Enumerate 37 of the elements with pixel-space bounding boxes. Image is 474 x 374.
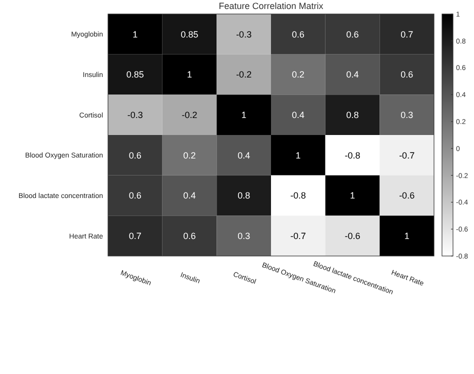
data-label: 0.2	[292, 70, 304, 80]
data-label: -0.6	[399, 190, 415, 201]
data-label: 1	[350, 190, 356, 201]
data-label: -0.3	[127, 110, 143, 120]
data-label: 0.6	[183, 230, 196, 241]
data-label: 0.8	[346, 110, 359, 120]
data-label: -0.7	[399, 150, 415, 160]
chart-title: Feature Correlation Matrix	[218, 1, 324, 11]
data-label: 1	[132, 29, 138, 40]
data-label: 0.7	[400, 29, 414, 40]
data-label: 0.6	[128, 190, 142, 201]
data-label: 1	[241, 110, 246, 120]
data-label: -0.8	[344, 150, 360, 160]
data-label: 0.6	[128, 150, 142, 160]
data-label: -0.6	[344, 230, 360, 241]
data-label: 0.2	[183, 150, 196, 160]
data-label: -0.7	[290, 230, 306, 241]
data-label: 0.4	[292, 110, 304, 120]
data-label: 0.4	[183, 190, 196, 201]
data-label: -0.2	[182, 110, 198, 120]
data-label: 1	[404, 230, 410, 241]
data-label: 0.85	[126, 70, 144, 80]
data-label: 0.3	[400, 110, 414, 120]
data-label: 0.4	[346, 70, 359, 80]
data-label: 0.8	[238, 190, 250, 201]
data-label: 0.7	[128, 230, 142, 241]
data-label: -0.2	[236, 70, 252, 80]
data-label: 1	[186, 70, 192, 80]
data-label: 0.6	[400, 70, 414, 80]
data-label: 0.4	[238, 150, 250, 160]
data-label: -0.8	[290, 190, 306, 201]
data-label: 0.6	[292, 29, 304, 40]
data-label: 1	[296, 150, 301, 160]
data-label: 0.3	[238, 230, 250, 241]
data-label: -0.3	[236, 29, 252, 40]
data-label: 0.85	[180, 29, 198, 40]
data-label: 0.6	[346, 29, 359, 40]
